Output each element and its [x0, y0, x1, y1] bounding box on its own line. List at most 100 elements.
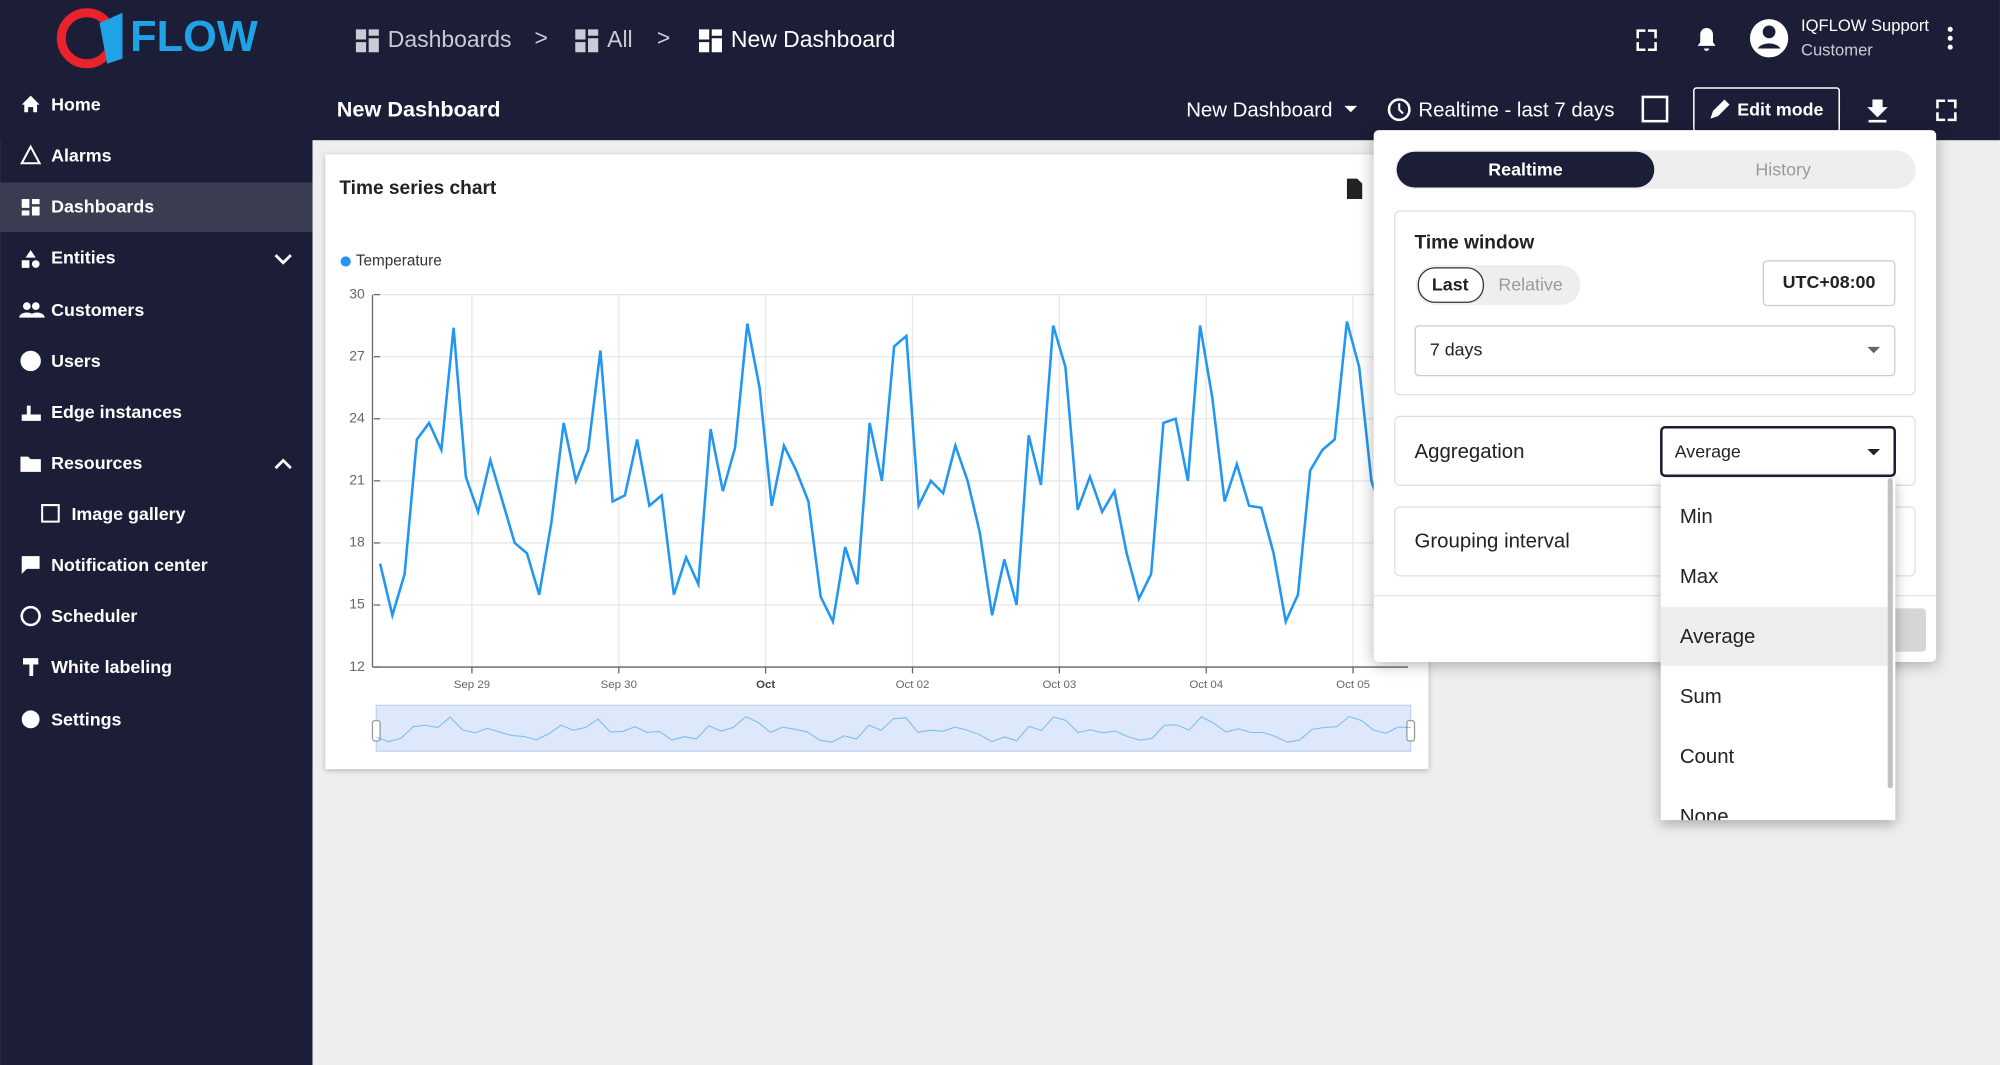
fullscreen-icon[interactable]	[1636, 29, 1657, 52]
legend-label: Temperature	[356, 253, 442, 270]
breadcrumbs: Dashboards > All > New Dashboard	[355, 25, 895, 53]
nav-item[interactable]: White labeling	[51, 657, 172, 677]
edit-label: Edit mode	[1737, 100, 1823, 120]
timezone: UTC+08:00	[1783, 272, 1876, 292]
breadcrumb[interactable]: All	[607, 26, 633, 52]
logo[interactable]: FLOW	[56, 8, 258, 69]
clock-icon	[1387, 98, 1411, 122]
dashboard-title: New Dashboard	[337, 97, 501, 122]
user-name: IQFLOW Support	[1801, 16, 1929, 35]
mode-active[interactable]	[1417, 267, 1485, 303]
option-selected	[1660, 607, 1888, 666]
x-tick-label: Oct 05	[1336, 679, 1370, 691]
nav-item[interactable]: Alarms	[51, 146, 112, 166]
crumb-icon	[575, 29, 599, 53]
breadcrumb[interactable]: Dashboards	[388, 26, 512, 52]
y-tick-label: 24	[349, 409, 365, 425]
aggregation-dropdown: Min Max Average Sum Count None	[1660, 478, 1896, 828]
option[interactable]: Min	[1680, 506, 1713, 528]
navigator-line	[376, 715, 1411, 743]
fullscreen-icon[interactable]	[1936, 99, 1957, 122]
y-tick-label: 12	[349, 658, 365, 674]
state-select[interactable]: New Dashboard	[1186, 99, 1332, 121]
nav-item[interactable]: Entities	[51, 248, 116, 268]
y-tick-label: 27	[349, 347, 365, 363]
nav-list: Home Alarms Dashboards Entities Customer…	[51, 95, 292, 729]
nav-item[interactable]: Users	[51, 351, 101, 371]
notifications-icon[interactable]	[1697, 28, 1716, 52]
navigator	[375, 704, 1412, 752]
x-tick-label: Oct	[756, 679, 775, 691]
image-icon[interactable]	[1641, 95, 1669, 123]
nav-item[interactable]: Notification center	[51, 555, 208, 575]
nav-item[interactable]: Customers	[51, 300, 144, 320]
select-caret	[1867, 448, 1881, 456]
more-icon[interactable]	[1947, 26, 1953, 50]
x-tick-label: Oct 02	[896, 679, 930, 691]
x-tick-label: Sep 29	[454, 679, 490, 691]
widget-title: Time series chart	[339, 178, 497, 199]
timewindow-button[interactable]: Realtime - last 7 days	[1418, 99, 1614, 121]
nav-item[interactable]: Home	[51, 95, 101, 115]
mode[interactable]: Last	[1432, 274, 1469, 294]
field-label: Grouping interval	[1415, 530, 1570, 552]
option[interactable]: Sum	[1680, 686, 1722, 708]
tab-active[interactable]	[1396, 151, 1655, 188]
expand-icon[interactable]	[274, 254, 292, 265]
duration-select[interactable]	[1414, 325, 1896, 377]
tab[interactable]: History	[1755, 160, 1811, 180]
collapse-icon[interactable]	[274, 458, 292, 470]
download-icon[interactable]	[1867, 99, 1888, 123]
export-icon[interactable]	[1346, 178, 1363, 199]
field-label: Aggregation	[1415, 441, 1525, 463]
user-role: Customer	[1801, 40, 1873, 59]
sidebar	[0, 0, 313, 1065]
y-tick-label: 30	[349, 285, 365, 301]
user-menu[interactable]: IQFLOW Support Customer	[1749, 16, 1929, 59]
plot: 12 15 18 21 24 27 30 Sep 29 Sep 30 Oct Oct 02 Oct 0…	[340, 253, 1411, 743]
section	[1394, 506, 1916, 577]
nav-item[interactable]: Image gallery	[71, 504, 185, 524]
option[interactable]: Count	[1680, 746, 1735, 768]
y-tick-label: 21	[349, 472, 365, 488]
navigator-handle[interactable]	[371, 719, 381, 742]
nav-item[interactable]: Settings	[51, 709, 121, 729]
tab[interactable]: Realtime	[1488, 160, 1562, 180]
data-line	[378, 321, 1409, 626]
timezone-button[interactable]	[1762, 260, 1896, 307]
section	[1394, 415, 1916, 486]
crumb-icon	[698, 29, 722, 53]
option[interactable]: Max	[1680, 566, 1719, 588]
breadcrumb-separator: >	[534, 25, 547, 51]
select-caret	[1867, 346, 1881, 354]
option[interactable]: None	[1680, 806, 1729, 828]
state-caret	[1344, 105, 1358, 113]
avatar-head	[1762, 25, 1776, 39]
section-title: Time window	[1415, 233, 1535, 254]
x-tick-label: Oct 03	[1042, 679, 1076, 691]
logo-text: FLOW	[130, 13, 258, 61]
section	[1394, 210, 1916, 396]
breadcrumb[interactable]: New Dashboard	[731, 26, 895, 52]
duration: 7 days	[1430, 339, 1483, 359]
aggregation-value: Average	[1675, 442, 1741, 462]
mode[interactable]: Relative	[1498, 274, 1563, 294]
nav-active	[0, 182, 313, 233]
nav-item[interactable]: Resources	[51, 453, 142, 473]
pencil-icon	[1710, 99, 1730, 119]
nav-item[interactable]: Dashboards	[51, 197, 154, 217]
logo-q	[99, 12, 123, 64]
x-tick-label: Oct 04	[1189, 679, 1223, 691]
clock-hands	[1398, 103, 1404, 115]
aggregation-select[interactable]	[1660, 425, 1897, 478]
option[interactable]: Average	[1680, 626, 1756, 648]
y-tick-label: 18	[349, 534, 365, 550]
navigator-handle[interactable]	[1406, 719, 1416, 742]
crumb-icon	[355, 29, 379, 53]
nav-item[interactable]: Scheduler	[51, 606, 137, 626]
breadcrumb-separator: >	[657, 25, 670, 51]
nav-item[interactable]: Edge instances	[51, 402, 182, 422]
x-tick-label: Sep 30	[601, 679, 637, 691]
